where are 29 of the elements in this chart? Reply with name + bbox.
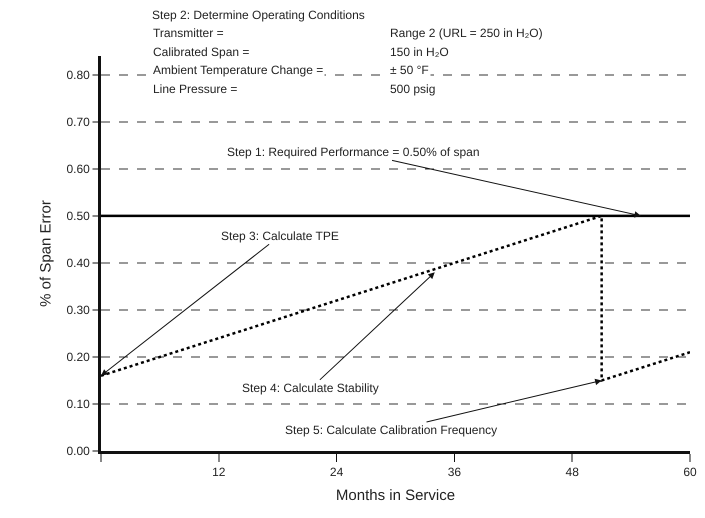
y-tick-label: 0.60 xyxy=(66,162,90,176)
text: Transmitter = xyxy=(153,26,224,40)
y-tick-label: 0.40 xyxy=(66,256,90,270)
y-tick-label: 0.20 xyxy=(66,350,90,364)
chart-title: Step 2: Determine Operating Conditions xyxy=(152,8,365,22)
annotation: Step 1: Required Performance = 0.50% of span xyxy=(227,145,480,159)
x-axis-title: Months in Service xyxy=(336,487,456,504)
y-tick-label: 0.00 xyxy=(66,444,90,458)
x-tick-label: 36 xyxy=(448,465,462,480)
annotation: Step 5: Calculate Calibration Frequency xyxy=(285,423,498,437)
annotation: Calibrated Span = xyxy=(153,45,250,59)
annotation: Step 3: Calculate TPE xyxy=(221,229,339,243)
annotation: Line Pressure = xyxy=(153,82,238,96)
x-tick-label: 24 xyxy=(330,465,344,480)
y-tick-label: 0.80 xyxy=(66,68,90,82)
y-tick-label: 0.10 xyxy=(66,397,90,412)
x-tick-label: 60 xyxy=(683,465,697,480)
annotation: Ambient Temperature Change = xyxy=(153,63,324,77)
text: Range 2 (URL = 250 in H₂O) xyxy=(390,26,543,40)
x-tick-label: 48 xyxy=(566,465,580,480)
y-tick-label: 0.50 xyxy=(66,209,90,224)
annotation: 150 in H₂O xyxy=(390,45,449,59)
annotation: 500 psig xyxy=(390,82,436,96)
annotation: Step 4: Calculate Stability xyxy=(242,381,379,395)
y-tick-label: 0.30 xyxy=(66,303,90,318)
annotation: ± 50 °F xyxy=(390,63,429,77)
y-tick-label: 0.70 xyxy=(66,115,90,130)
x-tick-label: 12 xyxy=(212,465,226,480)
y-axis-title: % of Span Error xyxy=(38,200,55,307)
